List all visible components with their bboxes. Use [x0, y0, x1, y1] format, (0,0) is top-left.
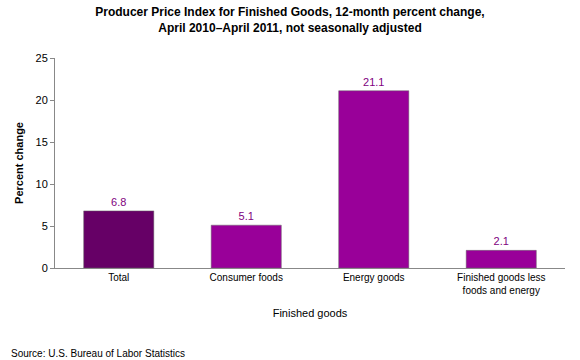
svg-text:Percent change: Percent change — [13, 122, 25, 204]
svg-text:0: 0 — [42, 262, 48, 274]
svg-text:21.1: 21.1 — [363, 76, 384, 88]
svg-text:6.8: 6.8 — [111, 196, 126, 208]
svg-text:25: 25 — [36, 52, 48, 64]
svg-text:Producer Price Index for Finis: Producer Price Index for Finished Goods,… — [95, 5, 484, 35]
svg-text:Energy goods: Energy goods — [343, 272, 405, 283]
svg-text:Total: Total — [108, 272, 129, 283]
svg-text:Consumer foods: Consumer foods — [210, 272, 283, 283]
svg-text:5.1: 5.1 — [239, 210, 254, 222]
svg-text:2.1: 2.1 — [494, 235, 509, 247]
svg-text:Finished goods lessfoods and e: Finished goods lessfoods and energy — [457, 272, 545, 296]
svg-text:Finished goods: Finished goods — [273, 307, 348, 319]
svg-text:10: 10 — [36, 178, 48, 190]
svg-text:Source: U.S. Bureau of Labor S: Source: U.S. Bureau of Labor Statistics — [11, 348, 185, 359]
svg-text:15: 15 — [36, 136, 48, 148]
svg-text:5: 5 — [42, 220, 48, 232]
svg-text:20: 20 — [36, 94, 48, 106]
